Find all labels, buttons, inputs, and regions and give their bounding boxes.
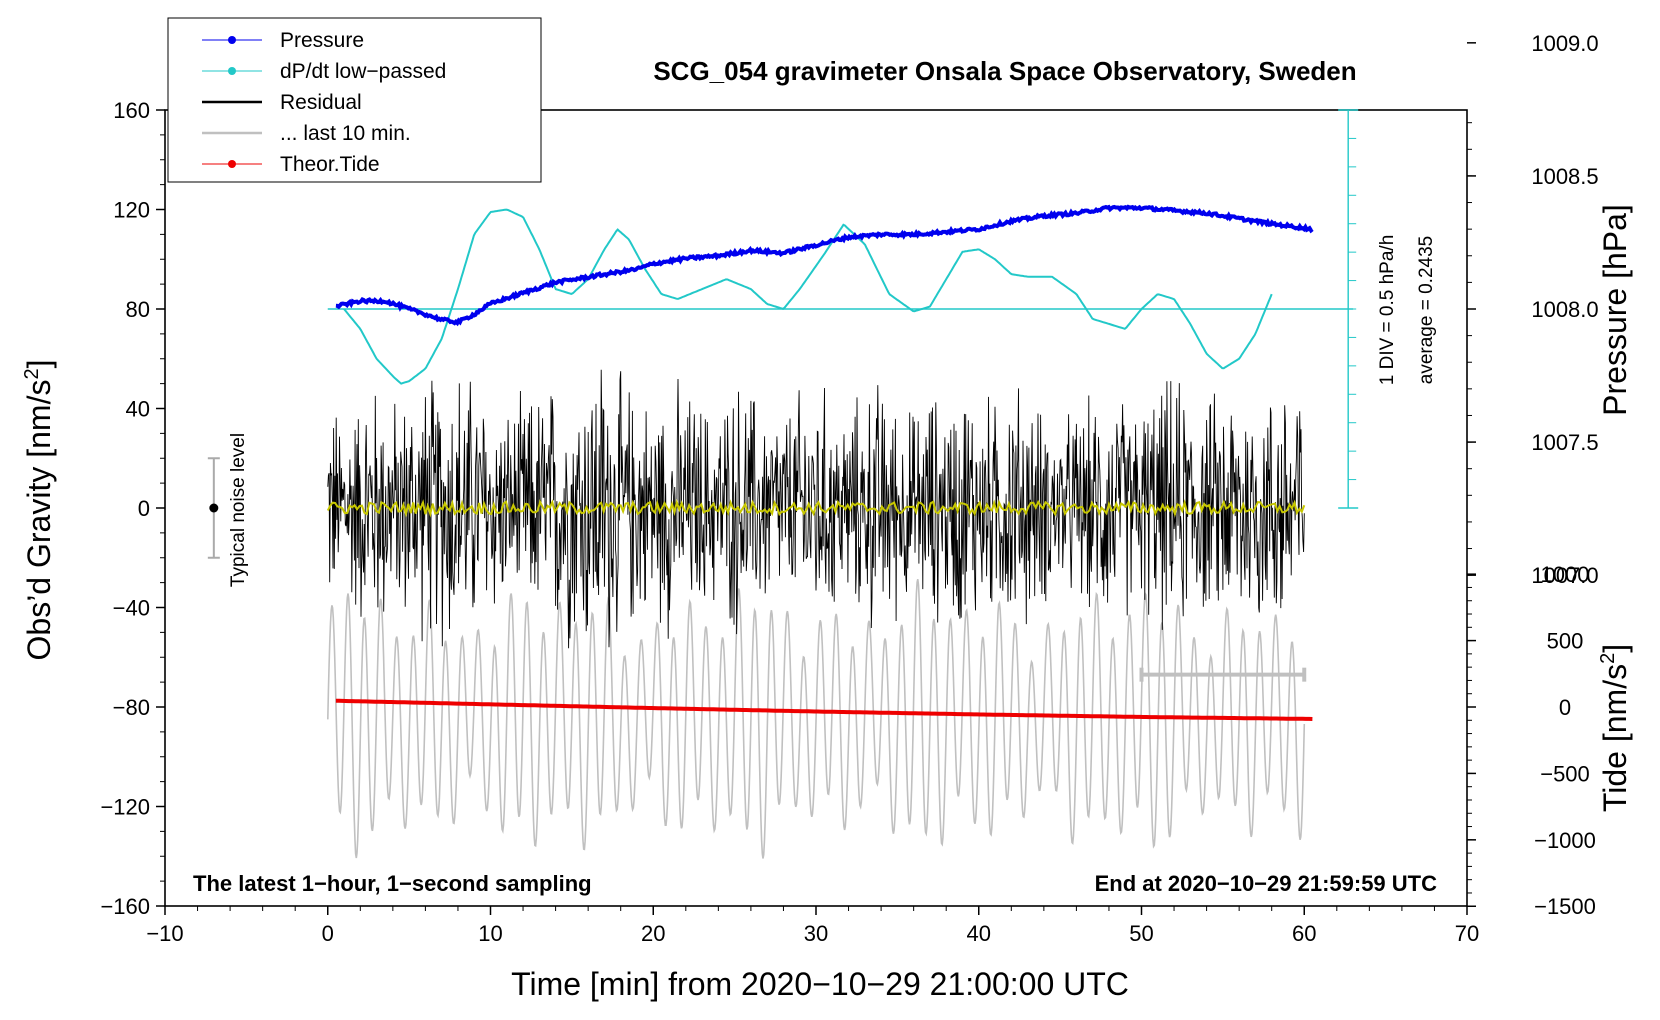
y-axis-title-tide-end: ] (1597, 644, 1633, 653)
legend-marker-1 (228, 67, 236, 75)
footer-right-label: End at 2020−10−29 21:59:59 UTC (1095, 871, 1438, 896)
legend-label-4: Theor.Tide (280, 153, 380, 176)
tide-tick-label-3: −500 (1540, 761, 1590, 786)
y-tick-label-0: 160 (113, 98, 150, 123)
plot-layer: −10 0 10 20 30 40 50 60 70 160 120 80 40 0 −40 −80 −120 −… (100, 31, 1598, 946)
average-label: average = 0.2435 (1416, 236, 1437, 384)
tide-tick-label-1: 500 (1547, 629, 1584, 654)
legend-marker-0 (228, 36, 236, 44)
y-axis-title-left-main: Obs’d Gravity [nm/s (21, 380, 57, 661)
x-axis-title: Time [min] from 2020−10−29 21:00:00 UTC (511, 966, 1129, 1002)
legend-box (167, 17, 542, 183)
y-tick-label-4: 0 (138, 496, 150, 521)
legend-label-2: Residual (280, 91, 362, 114)
tide-tick-label-2: 0 (1559, 695, 1571, 720)
x-tick-label-8: 70 (1455, 921, 1479, 946)
chart-title: SCG_054 gravimeter Onsala Space Observat… (653, 56, 1356, 86)
x-tick-label-4: 30 (804, 921, 828, 946)
series-tide-line (335, 698, 1313, 721)
div-label: 1 DIV = 0.5 hPa/h (1377, 235, 1398, 386)
y-tick-label-5: −40 (113, 596, 150, 621)
pressure-tick-label-4: 1007.0 (1531, 563, 1598, 588)
y-tick-label-1: 120 (113, 198, 150, 223)
x-tick-label-5: 40 (967, 921, 991, 946)
x-tick-label-3: 20 (641, 921, 665, 946)
series-residual-line (327, 369, 1305, 649)
y-axis-title-left: Obs’d Gravity [nm/s2] (21, 360, 57, 661)
pressure-tick-label-1: 1008.5 (1531, 164, 1598, 189)
legend-items: Pressure dP/dt low−passed Residual ... last… (202, 29, 446, 176)
legend-label-3: ... last 10 min. (280, 122, 411, 145)
series-pressure-line (335, 204, 1314, 327)
series-mean-line (326, 498, 1306, 518)
noise-level-label: Typical noise level (228, 433, 249, 587)
y-axis-title-left-sup: 2 (21, 368, 43, 379)
pressure-tick-label-2: 1008.0 (1531, 297, 1598, 322)
x-tick-label-0: −10 (146, 921, 183, 946)
legend-label-0: Pressure (280, 29, 364, 52)
y-tick-label-6: −80 (113, 695, 150, 720)
y-axis-title-tide: Tide [nm/s2] (1597, 644, 1633, 812)
x-tick-label-6: 50 (1129, 921, 1153, 946)
series-last10min-line (327, 579, 1306, 859)
x-tick-label-7: 60 (1292, 921, 1316, 946)
y-tick-label-8: −160 (100, 894, 150, 919)
y-tick-label-2: 80 (126, 297, 150, 322)
series-dpdt-line (343, 208, 1273, 385)
y-axis-title-pressure: Pressure [hPa] (1597, 204, 1633, 416)
legend-label-1: dP/dt low−passed (280, 60, 446, 83)
y-axis-title-tide-sup: 2 (1597, 653, 1619, 664)
y-axis-title-tide-main: Tide [nm/s (1597, 664, 1633, 812)
tide-tick-label-5: −1500 (1534, 894, 1596, 919)
y-tick-label-3: 40 (126, 397, 150, 422)
pressure-tick-label-3: 1007.5 (1531, 430, 1598, 455)
noise-center-dot (209, 503, 219, 513)
x-tick-label-1: 0 (322, 921, 334, 946)
x-tick-label-2: 10 (478, 921, 502, 946)
tide-tick-label-4: −1000 (1534, 828, 1596, 853)
tide-tick-label-0: 1000 (1541, 562, 1590, 587)
y-tick-label-7: −120 (100, 795, 150, 820)
y-axis-title-left-end: ] (21, 360, 57, 369)
pressure-tick-label-0: 1009.0 (1531, 31, 1598, 56)
footer-left-label: The latest 1−hour, 1−second sampling (193, 871, 592, 896)
legend: Pressure dP/dt low−passed Residual ... last… (167, 17, 542, 183)
legend-marker-4 (228, 160, 236, 168)
